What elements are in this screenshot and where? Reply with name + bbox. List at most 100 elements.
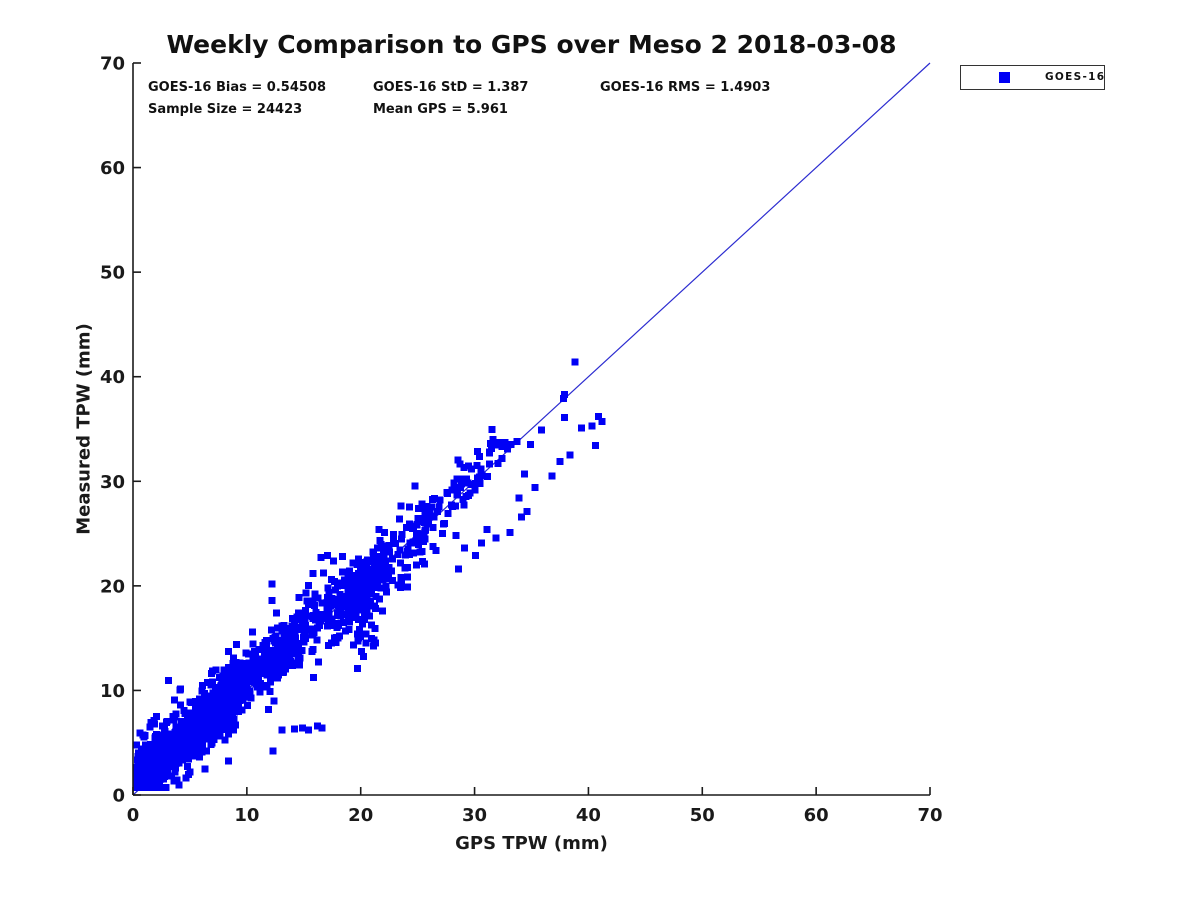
scatter-point [245, 659, 253, 667]
scatter-point [396, 546, 404, 554]
scatter-point [186, 698, 194, 706]
scatter-point [143, 752, 151, 760]
scatter-point [398, 531, 406, 539]
scatter-point [247, 694, 255, 702]
scatter-point [382, 583, 390, 591]
scatter-point [517, 513, 525, 521]
scatter-point [373, 583, 381, 591]
scatter-point [320, 569, 328, 577]
scatter-point [267, 626, 275, 634]
scatter-point [227, 680, 235, 688]
scatter-point [268, 674, 276, 682]
scatter-point [566, 451, 574, 459]
scatter-point [346, 567, 354, 575]
x-tick-label: 60 [804, 805, 829, 826]
scatter-point [332, 586, 340, 594]
scatter-point [452, 532, 460, 540]
scatter-point [375, 525, 383, 533]
scatter-point [444, 510, 452, 518]
scatter-point [293, 641, 301, 649]
scatter-point [494, 460, 502, 468]
scatter-point [286, 658, 294, 666]
scatter-point [591, 442, 599, 450]
scatter-point [142, 770, 150, 777]
scatter-point [225, 730, 233, 738]
scatter-point [140, 765, 148, 773]
scatter-point [268, 597, 276, 604]
scatter-point [160, 738, 168, 745]
x-tick-label: 10 [234, 805, 259, 826]
scatter-point [388, 577, 396, 584]
scatter-point [432, 546, 440, 554]
scatter-point [177, 732, 185, 740]
scatter-point [472, 479, 480, 487]
scatter-point [201, 765, 209, 773]
scatter-point [358, 647, 366, 655]
scatter-point [538, 426, 546, 434]
scatter-point [215, 716, 222, 724]
scatter-point [227, 703, 235, 711]
scatter-point [171, 696, 179, 704]
scatter-point [268, 580, 276, 588]
scatter-point [357, 566, 365, 574]
scatter-point [231, 721, 239, 729]
scatter-point [233, 685, 241, 693]
scatter-point [245, 650, 253, 658]
scatter-point [291, 725, 299, 733]
scatter-point [561, 414, 568, 421]
scatter-point [283, 625, 291, 633]
scatter-point [454, 456, 462, 464]
scatter-point [411, 482, 419, 490]
scatter-point [458, 480, 465, 488]
scatter-point [372, 605, 380, 612]
scatter-point [190, 717, 198, 725]
scatter-point [309, 569, 317, 577]
scatter-point [460, 544, 468, 552]
scatter-point [343, 597, 351, 605]
scatter-point [406, 539, 414, 547]
scatter-point [273, 638, 281, 645]
scatter-point [207, 681, 215, 689]
scatter-point [368, 582, 376, 589]
scatter-point [486, 440, 494, 448]
scatter-point [167, 734, 175, 742]
scatter-point [476, 480, 484, 488]
scatter-point [506, 529, 514, 536]
scatter-point [230, 654, 238, 662]
scatter-point [196, 753, 204, 761]
scatter-point [146, 740, 154, 748]
scatter-point [359, 602, 367, 610]
scatter-point [371, 639, 379, 647]
scatter-point [231, 666, 239, 674]
scatter-point [304, 581, 312, 589]
scatter-point [304, 600, 312, 608]
scatter-point [192, 713, 200, 721]
legend-marker-square-icon [999, 72, 1010, 83]
scatter-point [153, 766, 161, 774]
scatter-point [317, 554, 325, 562]
scatter-point [488, 425, 496, 433]
scatter-point [472, 552, 480, 559]
scatter-point [132, 774, 140, 781]
scatter-point [430, 495, 438, 502]
scatter-point [202, 699, 210, 707]
scatter-point [354, 555, 362, 563]
scatter-point [152, 749, 160, 757]
scatter-point [281, 643, 289, 651]
scatter-point [142, 760, 150, 768]
scatter-point [241, 667, 249, 675]
scatter-point [456, 475, 464, 483]
scatter-point [419, 537, 427, 545]
scatter-point [218, 689, 226, 697]
scatter-point [232, 641, 240, 649]
scatter-point [467, 481, 475, 488]
scatter-point [404, 573, 412, 581]
scatter-point [350, 641, 358, 649]
scatter-point [588, 422, 596, 430]
scatter-point [378, 576, 386, 583]
y-tick-label: 60 [100, 158, 125, 179]
scatter-point [270, 697, 278, 705]
scatter-point [340, 581, 348, 589]
scatter-point [248, 665, 256, 673]
